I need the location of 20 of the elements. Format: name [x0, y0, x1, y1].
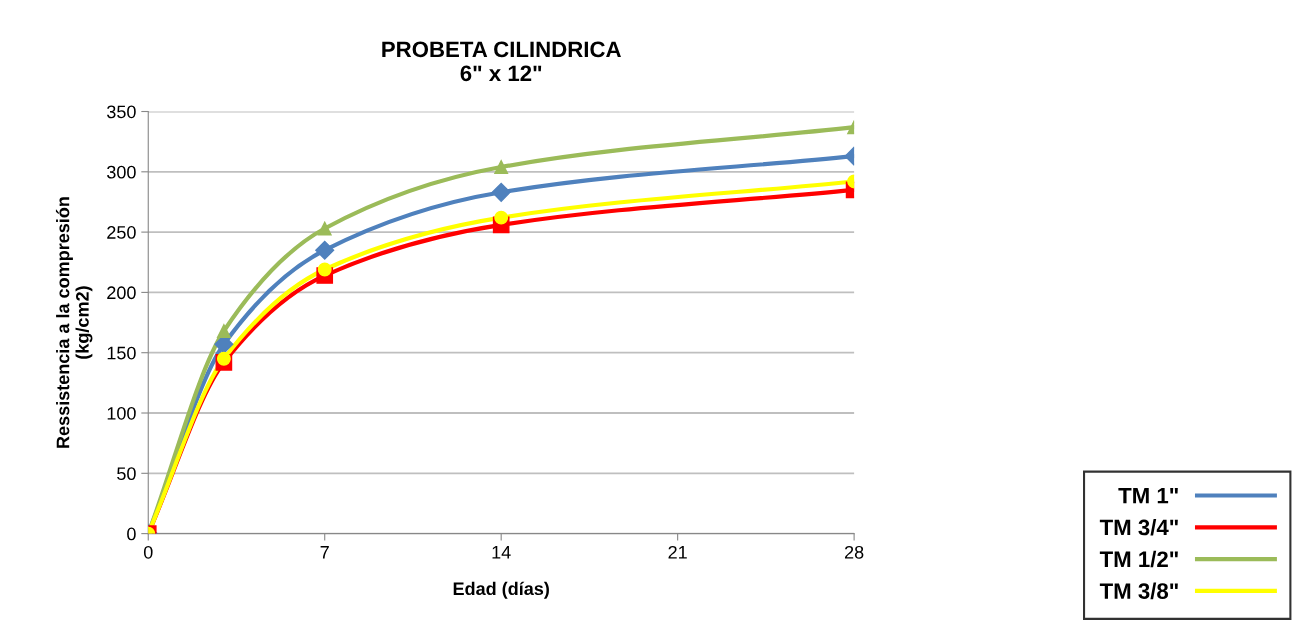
y-axis-title: Ressistencia a la compresión (kg/cm2) [55, 197, 93, 448]
x-axis-title: Edad (días) [453, 581, 549, 599]
y-tick-label: 0 [127, 527, 136, 541]
y-tick-label: 50 [117, 467, 136, 481]
x-tick-label: 21 [668, 545, 687, 559]
x-tick-label: 7 [320, 546, 329, 559]
y-tick-label: 300 [107, 165, 136, 179]
y-tick-label: 100 [107, 406, 136, 420]
x-tick-label: 28 [844, 545, 864, 559]
y-tick-label: 250 [107, 226, 136, 239]
x-tick-label: 0 [143, 545, 153, 559]
y-tick-label: 350 [107, 105, 136, 119]
x-tick-label: 14 [492, 546, 511, 559]
y-tick-label: 200 [107, 286, 136, 300]
legend-label: TM 3/4" [1099, 518, 1178, 536]
y-tick-label: 150 [107, 346, 136, 360]
legend-label: TM 3/8" [1099, 582, 1178, 600]
legend-label: TM 1/2" [1099, 550, 1178, 568]
chart-title: PROBETA CILINDRICA 6" x 12" [382, 41, 621, 82]
legend-label: TM 1" [1118, 487, 1178, 504]
